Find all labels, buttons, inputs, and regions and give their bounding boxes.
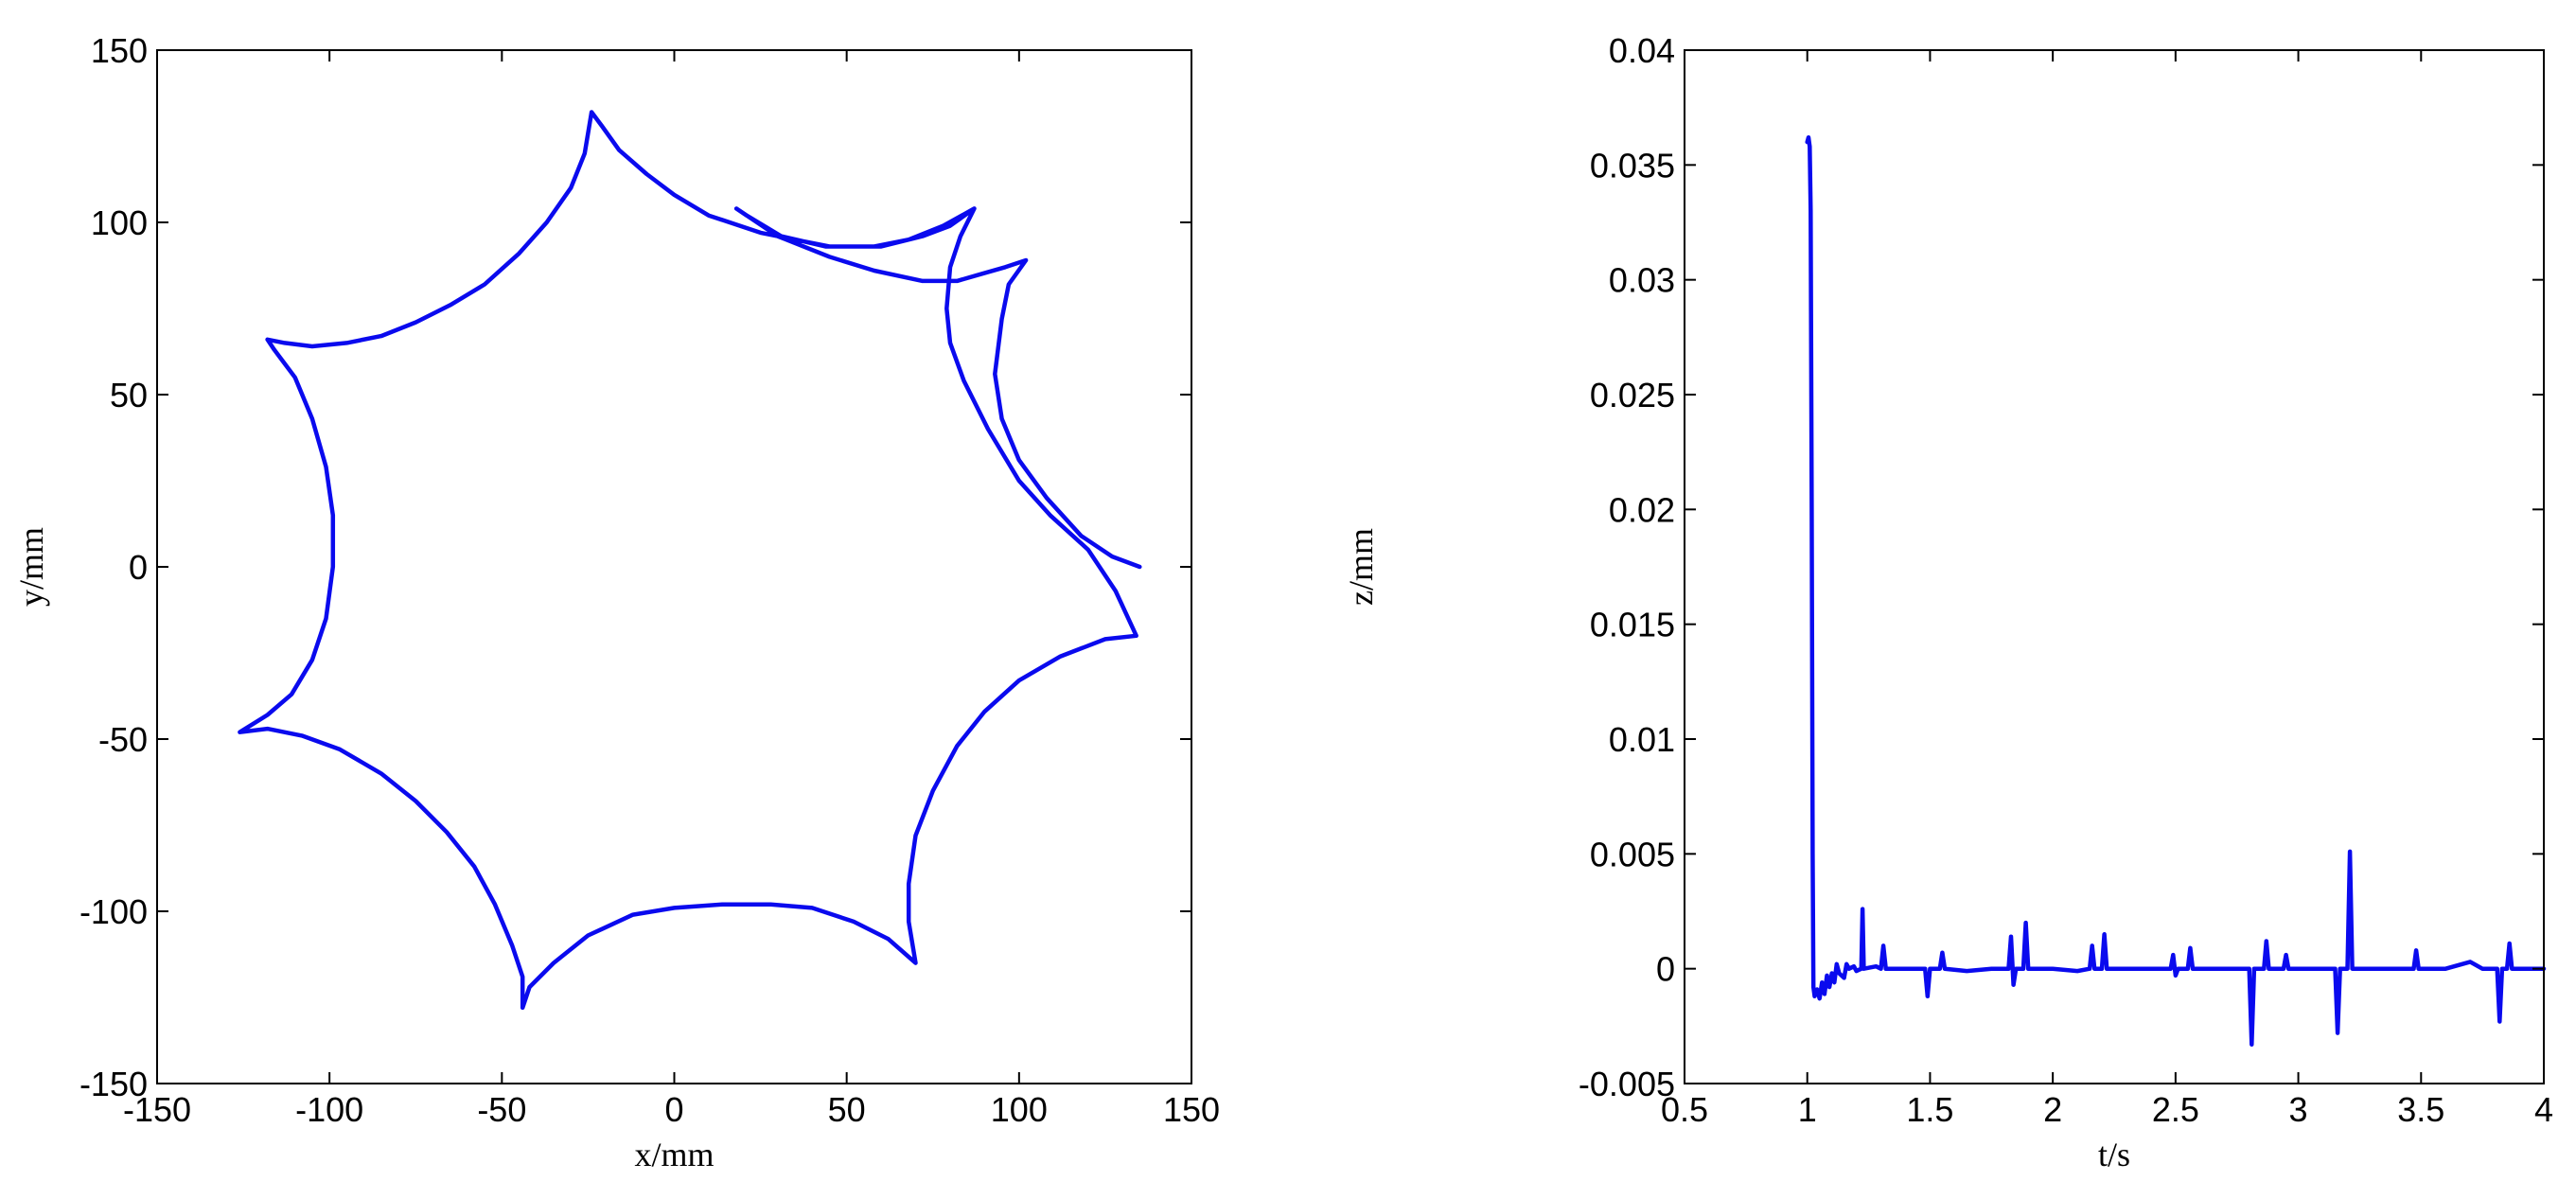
x-tick-label: 100 bbox=[991, 1090, 1048, 1129]
x-tick-label: 50 bbox=[828, 1090, 866, 1129]
x-tick-label: 1.5 bbox=[1906, 1090, 1953, 1129]
y-axis-label: y/mm bbox=[12, 527, 50, 607]
y-tick-label: 0.025 bbox=[1590, 376, 1675, 414]
x-tick-label: 0 bbox=[664, 1090, 683, 1129]
y-tick-label: 0.005 bbox=[1590, 835, 1675, 873]
x-tick-label: 1 bbox=[1798, 1090, 1817, 1129]
x-tick-label: -100 bbox=[295, 1090, 363, 1129]
y-tick-label: -150 bbox=[79, 1065, 148, 1103]
x-tick-label: 4 bbox=[2534, 1090, 2553, 1129]
series-line bbox=[238, 110, 1142, 1011]
y-tick-label: 0.035 bbox=[1590, 146, 1675, 185]
y-tick-label: 100 bbox=[91, 203, 148, 242]
y-tick-label: 0.01 bbox=[1609, 720, 1675, 759]
x-tick-label: -50 bbox=[477, 1090, 526, 1129]
x-tick-label: 150 bbox=[1163, 1090, 1220, 1129]
y-axis-label: z/mm bbox=[1342, 528, 1380, 606]
x-tick-label: 3 bbox=[2289, 1090, 2308, 1129]
y-tick-label: 0.04 bbox=[1609, 31, 1675, 70]
y-tick-label: -50 bbox=[98, 720, 148, 759]
x-tick-label: 2 bbox=[2043, 1090, 2062, 1129]
x-tick-label: 3.5 bbox=[2397, 1090, 2444, 1129]
z-displacement-time-plot: 0.5 1 1.5 2 2.5 3 3.5 4 -0.005 0 0.005 0.01 0.015 0.0… bbox=[1342, 31, 2553, 1173]
series-line bbox=[1805, 134, 2547, 1047]
x-axis-label: t/s bbox=[2098, 1136, 2130, 1173]
y-tick-label: 0.03 bbox=[1609, 261, 1675, 300]
trajectory-xy-plot: -150 -100 -50 0 50 100 150 -150 -100 -50 0 50 100 150… bbox=[12, 31, 1220, 1173]
y-tick-label: 150 bbox=[91, 31, 148, 70]
y-tick-label: 50 bbox=[110, 376, 148, 414]
x-axis-label: x/mm bbox=[634, 1136, 714, 1173]
x-tick-label: -150 bbox=[123, 1090, 191, 1129]
x-tick-label: 0.5 bbox=[1661, 1090, 1708, 1129]
y-tick-label: 0 bbox=[129, 548, 148, 587]
plot-frame bbox=[1684, 49, 2545, 1084]
x-tick-label: 2.5 bbox=[2152, 1090, 2199, 1129]
y-tick-label: -100 bbox=[79, 892, 148, 931]
y-tick-label: 0.015 bbox=[1590, 606, 1675, 644]
y-tick-label: 0 bbox=[1656, 950, 1675, 989]
y-tick-label: 0.02 bbox=[1609, 490, 1675, 529]
y-tick-label: -0.005 bbox=[1579, 1065, 1675, 1103]
